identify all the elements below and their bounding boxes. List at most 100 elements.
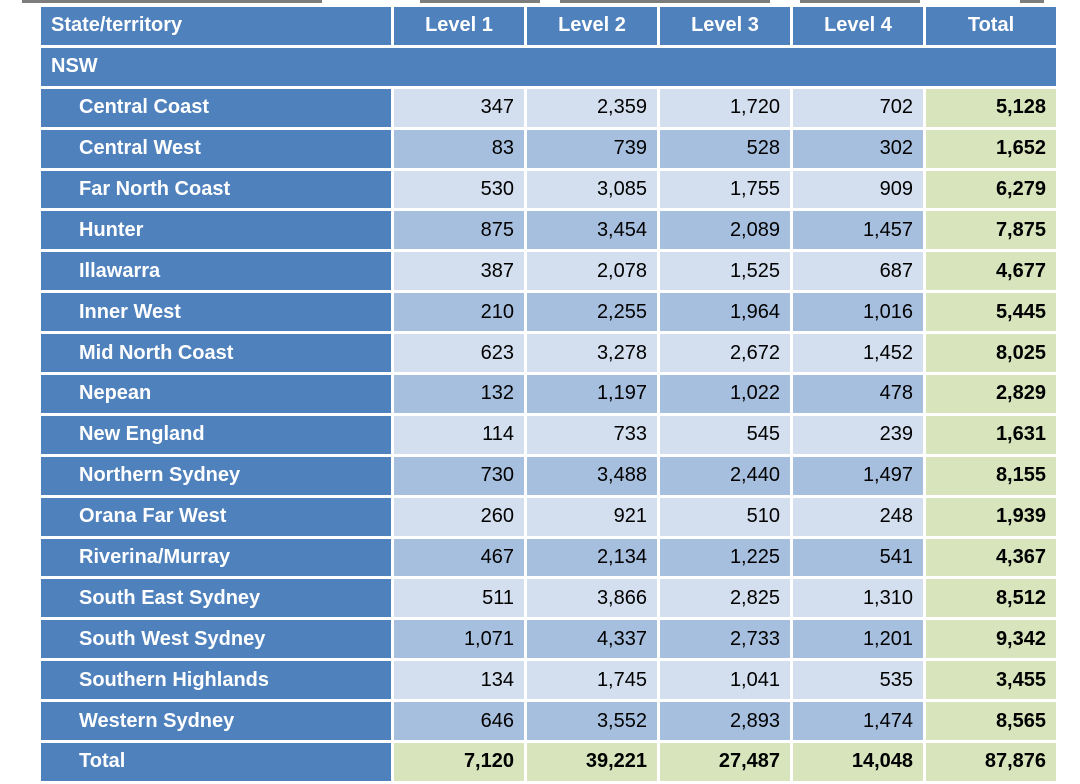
table-row: Hunter 875 3,454 2,089 1,457 7,875 <box>41 211 1056 250</box>
row-total-cell: 1,939 <box>926 497 1056 536</box>
level-4-cell: 541 <box>793 538 923 577</box>
level-4-cell: 1,457 <box>793 211 923 250</box>
row-total-cell: 6,279 <box>926 170 1056 209</box>
region-cell: South West Sydney <box>41 620 391 659</box>
level-1-cell: 646 <box>394 702 524 741</box>
row-total-cell: 2,829 <box>926 375 1056 413</box>
grand-total-cell: 87,876 <box>926 743 1056 781</box>
table-row: South West Sydney 1,071 4,337 2,733 1,201 9,3… <box>41 620 1056 659</box>
level-3-cell: 545 <box>660 415 790 454</box>
level-4-cell: 1,497 <box>793 456 923 495</box>
table-row: New England 114 733 545 239 1,631 <box>41 415 1056 454</box>
total-level-4-cell: 14,048 <box>793 743 923 781</box>
level-1-cell: 511 <box>394 579 524 618</box>
data-table: State/territory Level 1 Level 2 Level 3 … <box>38 4 1059 784</box>
level-4-cell: 1,016 <box>793 293 923 332</box>
header-level-3: Level 3 <box>660 7 790 45</box>
level-1-cell: 347 <box>394 88 524 127</box>
level-4-cell: 1,201 <box>793 620 923 659</box>
table-row: Southern Highlands 134 1,745 1,041 535 3,455 <box>41 661 1056 700</box>
table-row: South East Sydney 511 3,866 2,825 1,310 8,512 <box>41 579 1056 618</box>
region-cell: New England <box>41 415 391 454</box>
level-2-cell: 2,255 <box>527 293 657 332</box>
level-2-cell: 733 <box>527 415 657 454</box>
row-total-cell: 8,025 <box>926 334 1056 373</box>
row-total-cell: 8,155 <box>926 456 1056 495</box>
level-3-cell: 1,755 <box>660 170 790 209</box>
level-3-cell: 2,893 <box>660 702 790 741</box>
level-1-cell: 83 <box>394 129 524 168</box>
level-3-cell: 2,672 <box>660 334 790 373</box>
level-4-cell: 535 <box>793 661 923 700</box>
total-level-2-cell: 39,221 <box>527 743 657 781</box>
total-row: Total 7,120 39,221 27,487 14,048 87,876 <box>41 743 1056 781</box>
level-2-cell: 2,078 <box>527 252 657 291</box>
table-row: Inner West 210 2,255 1,964 1,016 5,445 <box>41 293 1056 332</box>
total-level-3-cell: 27,487 <box>660 743 790 781</box>
row-total-cell: 3,455 <box>926 661 1056 700</box>
level-2-cell: 2,359 <box>527 88 657 127</box>
level-4-cell: 478 <box>793 375 923 413</box>
row-total-cell: 1,652 <box>926 129 1056 168</box>
row-total-cell: 1,631 <box>926 415 1056 454</box>
region-cell: Southern Highlands <box>41 661 391 700</box>
table-row: Central Coast 347 2,359 1,720 702 5,128 <box>41 88 1056 127</box>
total-level-1-cell: 7,120 <box>394 743 524 781</box>
region-cell: Illawarra <box>41 252 391 291</box>
header-level-2: Level 2 <box>527 7 657 45</box>
row-total-cell: 8,512 <box>926 579 1056 618</box>
level-4-cell: 702 <box>793 88 923 127</box>
level-3-cell: 1,964 <box>660 293 790 332</box>
level-4-cell: 909 <box>793 170 923 209</box>
level-2-cell: 921 <box>527 497 657 536</box>
region-cell: Central Coast <box>41 88 391 127</box>
level-1-cell: 134 <box>394 661 524 700</box>
level-3-cell: 2,733 <box>660 620 790 659</box>
table-row: Orana Far West 260 921 510 248 1,939 <box>41 497 1056 536</box>
table-row: Central West 83 739 528 302 1,652 <box>41 129 1056 168</box>
level-1-cell: 260 <box>394 497 524 536</box>
level-2-cell: 3,278 <box>527 334 657 373</box>
level-1-cell: 875 <box>394 211 524 250</box>
level-1-cell: 467 <box>394 538 524 577</box>
level-2-cell: 1,197 <box>527 375 657 413</box>
row-total-cell: 4,367 <box>926 538 1056 577</box>
table-row: Riverina/Murray 467 2,134 1,225 541 4,367 <box>41 538 1056 577</box>
level-2-cell: 4,337 <box>527 620 657 659</box>
table-row: Far North Coast 530 3,085 1,755 909 6,279 <box>41 170 1056 209</box>
header-state-territory: State/territory <box>41 7 391 45</box>
level-3-cell: 1,525 <box>660 252 790 291</box>
region-cell: Northern Sydney <box>41 456 391 495</box>
row-total-cell: 9,342 <box>926 620 1056 659</box>
header-level-1: Level 1 <box>394 7 524 45</box>
level-4-cell: 1,474 <box>793 702 923 741</box>
table-row: Mid North Coast 623 3,278 2,672 1,452 8,025 <box>41 334 1056 373</box>
level-3-cell: 1,041 <box>660 661 790 700</box>
section-label: NSW <box>41 47 1056 86</box>
header-row: State/territory Level 1 Level 2 Level 3 … <box>41 7 1056 45</box>
level-3-cell: 1,225 <box>660 538 790 577</box>
level-1-cell: 387 <box>394 252 524 291</box>
level-1-cell: 623 <box>394 334 524 373</box>
region-cell: Mid North Coast <box>41 334 391 373</box>
region-cell: Far North Coast <box>41 170 391 209</box>
level-4-cell: 687 <box>793 252 923 291</box>
region-cell: Inner West <box>41 293 391 332</box>
region-cell: Hunter <box>41 211 391 250</box>
level-3-cell: 528 <box>660 129 790 168</box>
level-2-cell: 3,085 <box>527 170 657 209</box>
level-2-cell: 2,134 <box>527 538 657 577</box>
region-cell: Central West <box>41 129 391 168</box>
region-cell: Nepean <box>41 375 391 413</box>
level-1-cell: 730 <box>394 456 524 495</box>
header-level-4: Level 4 <box>793 7 923 45</box>
level-4-cell: 1,452 <box>793 334 923 373</box>
table-row: Illawarra 387 2,078 1,525 687 4,677 <box>41 252 1056 291</box>
level-3-cell: 2,440 <box>660 456 790 495</box>
level-2-cell: 1,745 <box>527 661 657 700</box>
level-1-cell: 132 <box>394 375 524 413</box>
level-3-cell: 2,825 <box>660 579 790 618</box>
level-4-cell: 248 <box>793 497 923 536</box>
level-3-cell: 510 <box>660 497 790 536</box>
region-cell: Riverina/Murray <box>41 538 391 577</box>
